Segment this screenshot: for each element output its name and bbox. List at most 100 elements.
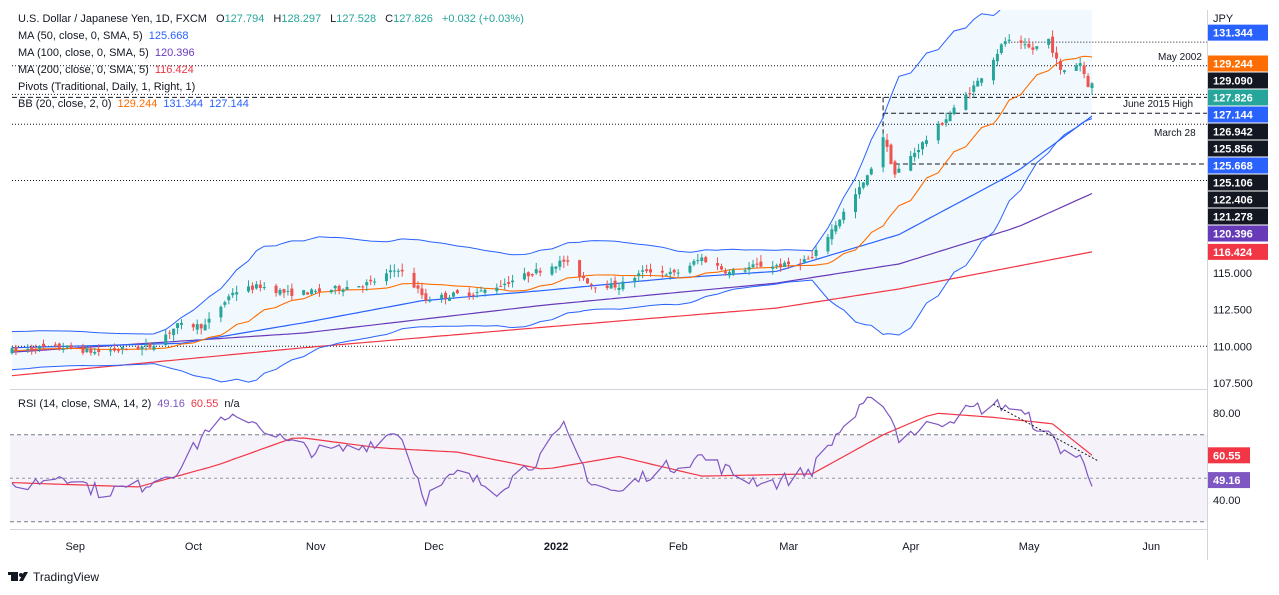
candle <box>936 120 940 145</box>
candle <box>467 287 471 300</box>
candle <box>731 267 735 277</box>
time-axis[interactable]: Sep Oct Nov Dec 2022 Feb Mar Apr May Jun <box>65 541 1160 553</box>
price-badge: 131.344 <box>1208 24 1268 41</box>
candle <box>373 278 377 286</box>
candle <box>231 288 235 298</box>
candle <box>889 143 893 165</box>
candle <box>1090 82 1094 95</box>
candle <box>219 305 223 323</box>
candle <box>522 267 526 281</box>
svg-text:131.344: 131.344 <box>1213 28 1254 40</box>
candle <box>116 348 120 354</box>
legend-ma200[interactable]: MA (200, close, 0, SMA, 5) 116.424 <box>18 64 194 76</box>
candle <box>1035 46 1039 51</box>
candle <box>223 300 227 308</box>
candle <box>333 284 337 295</box>
bollinger-lower-band <box>11 118 1093 383</box>
price-scale[interactable]: JPY 117.500115.000112.500110.000107.500 … <box>1208 13 1268 507</box>
candle <box>112 343 116 353</box>
rsi-line <box>11 396 1093 508</box>
candle <box>503 278 507 290</box>
candle <box>692 259 696 267</box>
bollinger-band-fill <box>12 10 1092 383</box>
candle <box>448 295 452 302</box>
candle <box>140 345 144 356</box>
candle <box>585 277 589 284</box>
candle <box>861 182 865 190</box>
candle <box>507 275 511 288</box>
candle <box>1007 34 1011 44</box>
svg-text:126.942: 126.942 <box>1213 126 1253 138</box>
candle <box>440 292 444 303</box>
candle <box>274 283 278 297</box>
candle <box>944 112 948 127</box>
candle <box>250 282 254 294</box>
candle <box>558 255 562 271</box>
legend-ma100[interactable]: MA (100, close, 0, SMA, 5) 120.396 <box>18 47 195 59</box>
candle <box>329 289 333 294</box>
svg-text:129.244: 129.244 <box>1213 58 1254 70</box>
candle <box>857 180 861 199</box>
candle <box>1082 61 1086 79</box>
candle <box>589 282 593 290</box>
legend-rsi[interactable]: RSI (14, close, SMA, 14, 2) 49.16 60.55 n/a <box>18 398 241 410</box>
ma100-line <box>11 192 1093 353</box>
candle <box>317 283 321 297</box>
candle <box>345 280 349 291</box>
price-badge: 121.278 <box>1208 208 1268 225</box>
candle <box>254 281 258 290</box>
candle <box>704 255 708 263</box>
candle <box>400 263 404 277</box>
candle <box>306 291 310 295</box>
legend-pivots[interactable]: Pivots (Traditional, Daily, 1, Right, 1) <box>18 81 195 93</box>
annotations: May 2002 June 2015 High March 28 <box>1123 52 1202 139</box>
candle <box>566 255 570 266</box>
price-badge: 127.826 <box>1208 89 1268 106</box>
candle <box>392 264 396 278</box>
svg-text:127.144: 127.144 <box>1213 109 1254 121</box>
legend-ma50[interactable]: MA (50, close, 0, SMA, 5) 125.668 <box>18 30 188 42</box>
candle <box>369 275 373 286</box>
candle <box>924 135 928 147</box>
candle <box>995 49 999 67</box>
legend-bollinger[interactable]: BB (20, close, 2, 0) 129.244 131.344 127.14… <box>18 98 249 110</box>
candle <box>688 262 692 275</box>
ohlc-high-value: 128.297 <box>281 13 321 25</box>
candle <box>148 342 152 350</box>
rsi-panel <box>10 396 1207 523</box>
candle <box>578 259 582 282</box>
candle <box>26 344 30 353</box>
candle <box>885 133 889 153</box>
candle <box>641 265 645 279</box>
price-tick-label: 115.000 <box>1213 268 1252 280</box>
candle <box>38 345 42 352</box>
candle <box>246 280 250 293</box>
candle <box>286 284 290 296</box>
rsi-badges: 60.55 49.16 <box>1208 447 1250 489</box>
candle <box>554 266 558 273</box>
candle <box>913 147 917 162</box>
candle <box>53 342 57 348</box>
candle <box>991 57 995 85</box>
candle <box>605 280 609 291</box>
candle <box>164 330 168 347</box>
candle <box>69 342 73 350</box>
candle <box>85 344 89 354</box>
candle <box>798 258 802 271</box>
candle <box>664 273 668 276</box>
symbol-header[interactable]: U.S. Dollar / Japanese Yen, 1D, FXCM O12… <box>18 13 524 25</box>
candle <box>952 104 956 116</box>
bollinger-basis-line <box>11 55 1093 352</box>
candle <box>617 282 621 295</box>
time-axis-label: Apr <box>902 541 919 553</box>
candle <box>783 260 787 268</box>
candle <box>42 339 46 351</box>
candle <box>609 277 613 289</box>
candle <box>660 265 664 279</box>
svg-text:49.16: 49.16 <box>1213 475 1241 487</box>
candle <box>1078 57 1082 72</box>
candle <box>562 255 566 269</box>
candle <box>968 87 972 99</box>
svg-text:125.856: 125.856 <box>1213 143 1253 155</box>
ohlc-low-value: 127.528 <box>336 13 376 25</box>
